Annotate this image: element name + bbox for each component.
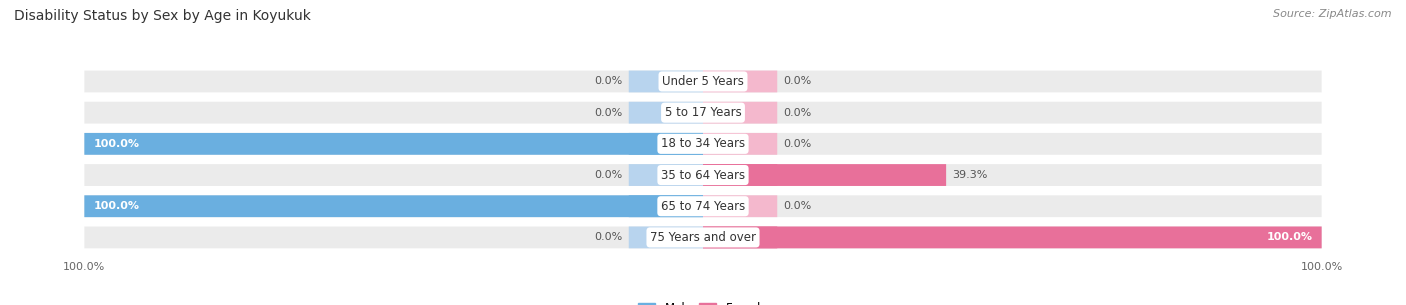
Text: 0.0%: 0.0% [783, 77, 811, 87]
FancyBboxPatch shape [84, 195, 703, 217]
Text: 100.0%: 100.0% [1267, 232, 1312, 242]
FancyBboxPatch shape [84, 227, 1322, 248]
Text: 65 to 74 Years: 65 to 74 Years [661, 200, 745, 213]
FancyBboxPatch shape [628, 70, 703, 92]
Text: 0.0%: 0.0% [783, 108, 811, 118]
FancyBboxPatch shape [628, 133, 703, 155]
Text: 0.0%: 0.0% [783, 139, 811, 149]
Text: 100.0%: 100.0% [94, 139, 139, 149]
Text: 35 to 64 Years: 35 to 64 Years [661, 169, 745, 181]
Legend: Male, Female: Male, Female [633, 297, 773, 305]
FancyBboxPatch shape [84, 195, 1322, 217]
Text: 100.0%: 100.0% [94, 201, 139, 211]
FancyBboxPatch shape [703, 164, 946, 186]
Text: 75 Years and over: 75 Years and over [650, 231, 756, 244]
Text: Source: ZipAtlas.com: Source: ZipAtlas.com [1274, 9, 1392, 19]
FancyBboxPatch shape [628, 227, 703, 248]
FancyBboxPatch shape [84, 70, 1322, 92]
FancyBboxPatch shape [703, 227, 1322, 248]
FancyBboxPatch shape [628, 195, 703, 217]
Text: 0.0%: 0.0% [595, 108, 623, 118]
FancyBboxPatch shape [703, 164, 778, 186]
FancyBboxPatch shape [703, 133, 778, 155]
Text: 18 to 34 Years: 18 to 34 Years [661, 137, 745, 150]
FancyBboxPatch shape [703, 102, 778, 124]
Text: Under 5 Years: Under 5 Years [662, 75, 744, 88]
FancyBboxPatch shape [84, 102, 1322, 124]
FancyBboxPatch shape [628, 164, 703, 186]
Text: Disability Status by Sex by Age in Koyukuk: Disability Status by Sex by Age in Koyuk… [14, 9, 311, 23]
Text: 0.0%: 0.0% [595, 232, 623, 242]
FancyBboxPatch shape [703, 227, 778, 248]
Text: 39.3%: 39.3% [952, 170, 987, 180]
Text: 0.0%: 0.0% [595, 170, 623, 180]
FancyBboxPatch shape [84, 164, 1322, 186]
FancyBboxPatch shape [703, 195, 778, 217]
Text: 0.0%: 0.0% [595, 77, 623, 87]
FancyBboxPatch shape [703, 70, 778, 92]
Text: 5 to 17 Years: 5 to 17 Years [665, 106, 741, 119]
FancyBboxPatch shape [84, 133, 1322, 155]
FancyBboxPatch shape [628, 102, 703, 124]
Text: 0.0%: 0.0% [783, 201, 811, 211]
FancyBboxPatch shape [84, 133, 703, 155]
